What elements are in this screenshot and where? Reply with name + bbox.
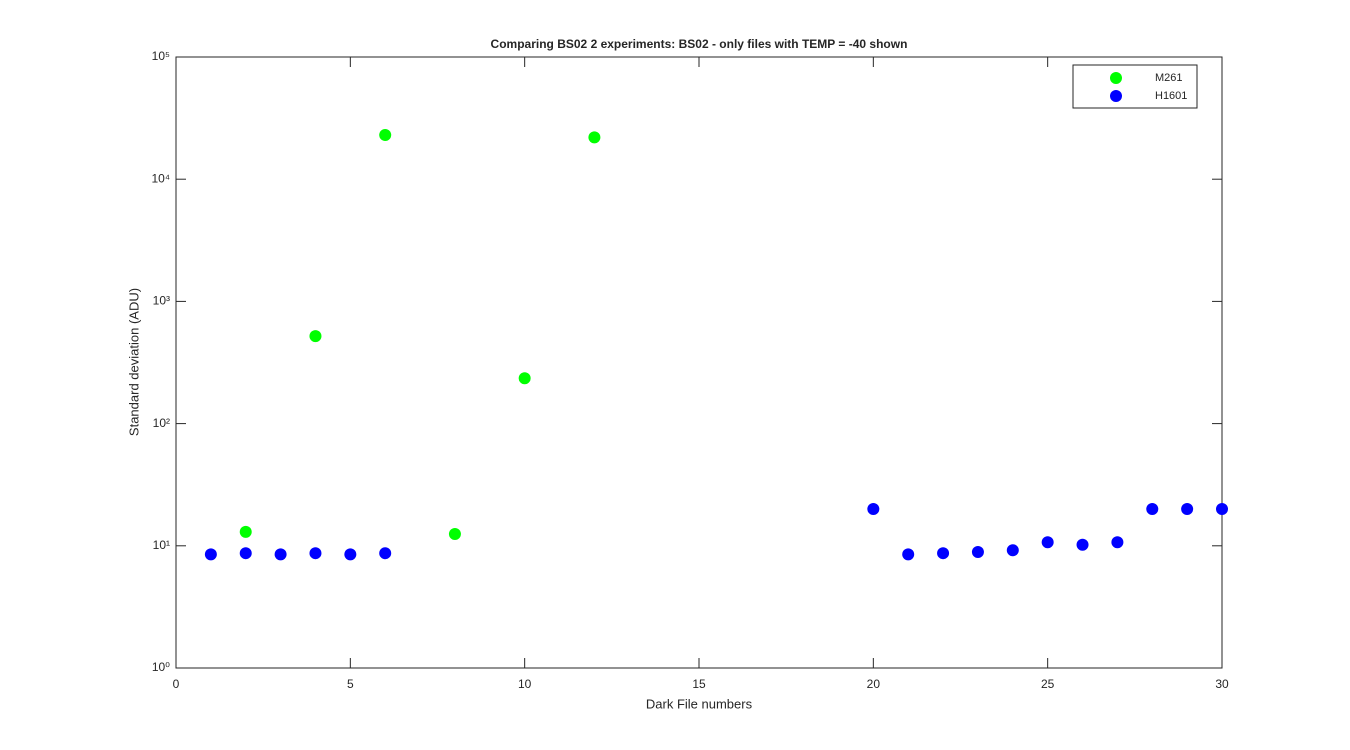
y-tick-label: 10³ (153, 294, 170, 308)
y-tick-label: 10⁵ (152, 49, 170, 63)
x-tick-label: 5 (347, 677, 354, 691)
y-tick-label: 10⁰ (152, 660, 170, 674)
legend-marker (1110, 72, 1122, 84)
legend-label: H1601 (1155, 90, 1187, 102)
point (344, 548, 357, 561)
point (1146, 503, 1159, 516)
point (1216, 503, 1228, 516)
point (448, 527, 461, 540)
point (937, 547, 950, 560)
point (902, 548, 915, 561)
point (1181, 503, 1194, 516)
point (867, 503, 880, 516)
point (239, 547, 252, 560)
point (309, 330, 322, 343)
x-tick-label: 25 (1041, 677, 1055, 691)
point (1076, 538, 1089, 551)
point (204, 548, 217, 561)
legend-box (1072, 64, 1198, 109)
point (274, 548, 287, 561)
point (518, 372, 531, 385)
y-tick-label: 10⁴ (151, 171, 170, 185)
point (309, 547, 322, 560)
point (588, 131, 601, 144)
x-tick-label: 15 (692, 677, 706, 691)
plot-area (175, 56, 1223, 669)
point (239, 525, 252, 538)
point (1006, 544, 1019, 557)
x-tick-label: 0 (173, 677, 180, 691)
point (971, 545, 984, 558)
y-tick-label: 10¹ (153, 538, 170, 552)
point (379, 128, 392, 141)
point (379, 547, 392, 560)
chart-title: Comparing BS02 2 experiments: BS02 - onl… (491, 37, 908, 51)
point (1111, 536, 1124, 549)
legend-marker (1110, 90, 1122, 102)
x-axis-label: Dark File numbers (646, 696, 753, 711)
y-tick-label: 10² (153, 416, 170, 430)
y-axis-label: Standard deviation (ADU) (126, 288, 141, 436)
legend-label: M261 (1155, 72, 1183, 84)
x-tick-label: 10 (518, 677, 532, 691)
point (1041, 536, 1054, 549)
x-tick-label: 30 (1215, 677, 1229, 691)
x-tick-label: 20 (867, 677, 881, 691)
